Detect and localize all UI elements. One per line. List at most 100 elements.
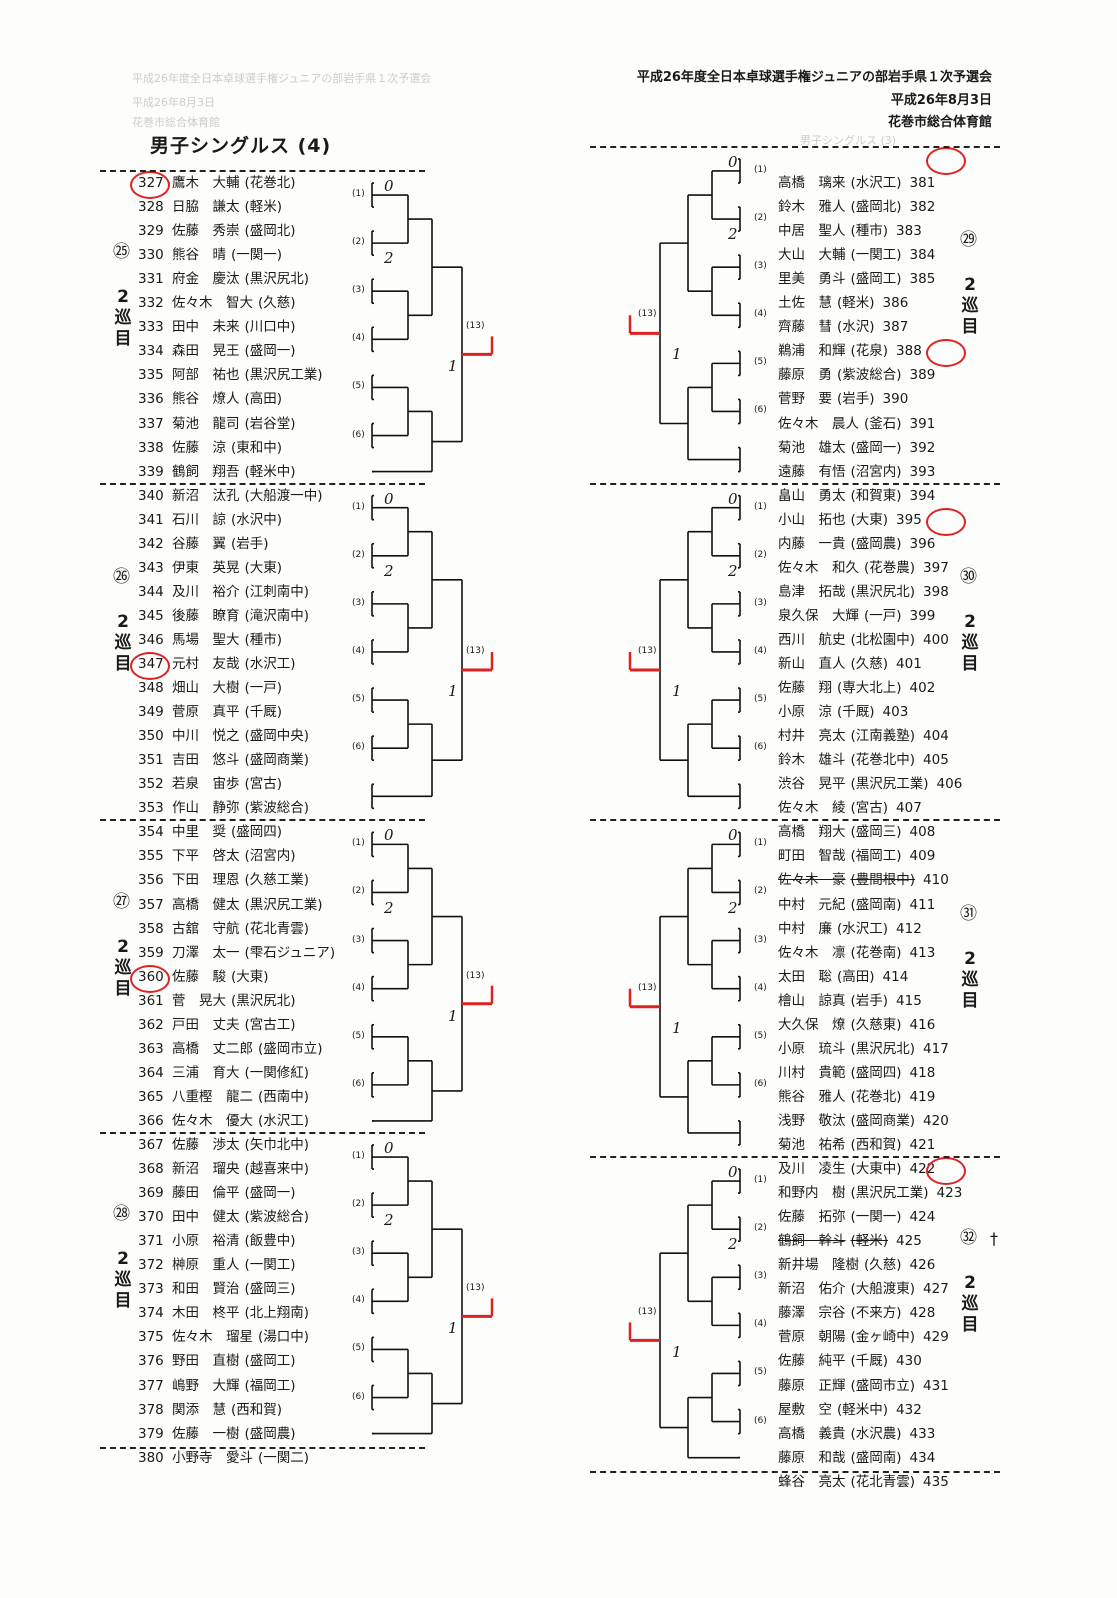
player-number: 391 (909, 415, 936, 432)
player-club: (釜石) (864, 415, 902, 432)
player-row: 370 田中 健太 (紫波総合) (138, 1206, 378, 1228)
player-name: 島津 拓哉 (778, 583, 846, 600)
player-name: 蜂谷 亮太 (778, 1473, 846, 1490)
player-row: 355 下平 啓太 (沼宮内) (138, 845, 378, 867)
match-label: (1) (352, 1151, 365, 1162)
player-number: 431 (923, 1377, 949, 1394)
match-label: (3) (352, 597, 365, 608)
player-row: 熊谷 雅人 (花巻北) 419 (778, 1086, 978, 1108)
match-label: (2) (352, 237, 365, 248)
player-club: (一関工) (850, 247, 902, 264)
match-label: (1) (754, 838, 767, 849)
player-club: (大東中) (850, 1161, 902, 1178)
player-number: 349 (138, 704, 164, 721)
match-label: (4) (352, 645, 365, 656)
player-row: 川村 貴範 (盛岡四) 418 (778, 1062, 978, 1084)
player-number: 389 (909, 367, 936, 384)
player-row: 小原 涼 (千厩) 403 (778, 701, 978, 723)
player-club: (水沢農) (850, 1425, 902, 1442)
player-name: 泉久保 大輝 (778, 607, 859, 624)
player-club: (黒沢尻北) (850, 1040, 916, 1057)
player-number: 361 (138, 992, 164, 1009)
player-number: 377 (138, 1377, 164, 1394)
player-club: (種市) (850, 223, 889, 240)
match-label: (1) (352, 189, 365, 200)
player-name: 藤澤 宗谷 (778, 1305, 846, 1322)
player-name: 佐々木 綾 (778, 800, 846, 817)
section-title: 男子シングルス (4) (150, 135, 332, 157)
player-row: 大山 大輔 (一関工) 384 (778, 244, 978, 266)
player-row: 376 野田 直樹 (盛岡工) (138, 1350, 378, 1372)
match-label: (3) (352, 934, 365, 945)
match-label: (3) (754, 1271, 767, 1282)
player-club: (盛岡一) (244, 1185, 296, 1202)
player-club: (大東) (850, 511, 889, 528)
player-name: 刀澤 太一 (172, 944, 240, 961)
player-row: 島津 拓哉 (黒沢尻北) 398 (778, 581, 978, 603)
match-label: (4) (754, 309, 767, 320)
player-club: (黒沢尻北) (850, 583, 916, 600)
player-number: 411 (909, 896, 936, 913)
player-number: 362 (138, 1016, 164, 1033)
player-club: (越喜来中) (244, 1161, 310, 1178)
round-label: 2 (964, 1273, 976, 1294)
player-row: 363 高橋 丈二郎 (盛岡市立) (138, 1038, 378, 1060)
player-name: 鶴飼 幹斗 (778, 1233, 846, 1250)
round-label: 巡 (961, 1294, 979, 1315)
player-name: 及川 裕介 (172, 583, 240, 600)
player-name: 菅野 要 (778, 391, 832, 408)
player-name: 後藤 瞭育 (172, 607, 240, 624)
player-row: 351 吉田 悠斗 (盛岡商業) (138, 749, 378, 771)
player-name: 高橋 璃来 (778, 175, 846, 191)
player-row: 331 府金 慶汰 (黒沢尻北) (138, 268, 378, 290)
player-club: (岩手) (837, 391, 875, 408)
player-club: (沼宮内) (244, 848, 296, 865)
player-number: 348 (138, 680, 164, 697)
player-number: 342 (138, 535, 164, 552)
match-label: (5) (352, 381, 365, 392)
player-name: 和田 賢治 (172, 1281, 240, 1298)
player-club: (岩手) (231, 535, 269, 552)
player-name: 新沼 瑠央 (172, 1161, 240, 1178)
score-mark: 2 (384, 249, 394, 268)
player-row: 佐藤 純平 (千厩) 430 (778, 1350, 978, 1372)
player-row: 357 高橋 健太 (黒沢尻工業) (138, 894, 378, 916)
player-club: (千厩) (850, 1353, 889, 1370)
player-club: (岩手) (850, 992, 889, 1009)
block-label: ㉖ (113, 566, 130, 587)
player-number: 338 (138, 439, 164, 456)
player-name: 菅 晃大 (172, 992, 226, 1009)
player-number: 398 (923, 583, 949, 600)
match-label: (5) (352, 1030, 365, 1041)
player-row: 377 嶋野 大輝 (福岡工) (138, 1375, 378, 1397)
player-club: (水沢中) (231, 511, 283, 528)
player-row: 358 古舘 守航 (花北青雲) (138, 918, 378, 940)
player-number: 383 (896, 223, 922, 240)
match-label: (13) (466, 321, 485, 332)
player-club: (水沢工) (850, 175, 902, 191)
player-number: 376 (138, 1353, 164, 1370)
player-row: 菊池 祐希 (西和賀) 421 (778, 1134, 978, 1156)
player-name: 川村 貴範 (778, 1064, 846, 1081)
player-name: 鷹木 大輔 (172, 175, 240, 191)
player-name: 元村 友哉 (172, 656, 240, 672)
player-name: 高橋 翔大 (778, 824, 846, 841)
player-row: 浅野 敬汰 (盛岡商業) 420 (778, 1110, 978, 1132)
player-number: 337 (138, 415, 164, 432)
player-number: 346 (138, 631, 164, 648)
player-club: (黒沢尻工業) (244, 367, 323, 384)
player-name: 畑山 大樹 (172, 680, 240, 697)
match-label: (6) (754, 1415, 767, 1426)
player-club: (宮古工) (244, 1016, 296, 1033)
player-club: (大船渡一中) (244, 487, 323, 504)
player-number: 418 (909, 1064, 936, 1081)
player-name: 藤原 正輝 (778, 1377, 846, 1394)
player-club: (江刺南中) (244, 583, 310, 600)
block-separator (590, 482, 1000, 485)
player-name: 木田 柊平 (172, 1305, 240, 1322)
round-label: 目 (114, 1291, 132, 1312)
block-label: ㉙ (960, 230, 977, 251)
player-row: 藤原 正輝 (盛岡市立) 431 (778, 1375, 978, 1397)
player-row: 359 刀澤 太一 (雫石ジュニア) (138, 942, 378, 964)
match-label: (4) (352, 1295, 365, 1306)
